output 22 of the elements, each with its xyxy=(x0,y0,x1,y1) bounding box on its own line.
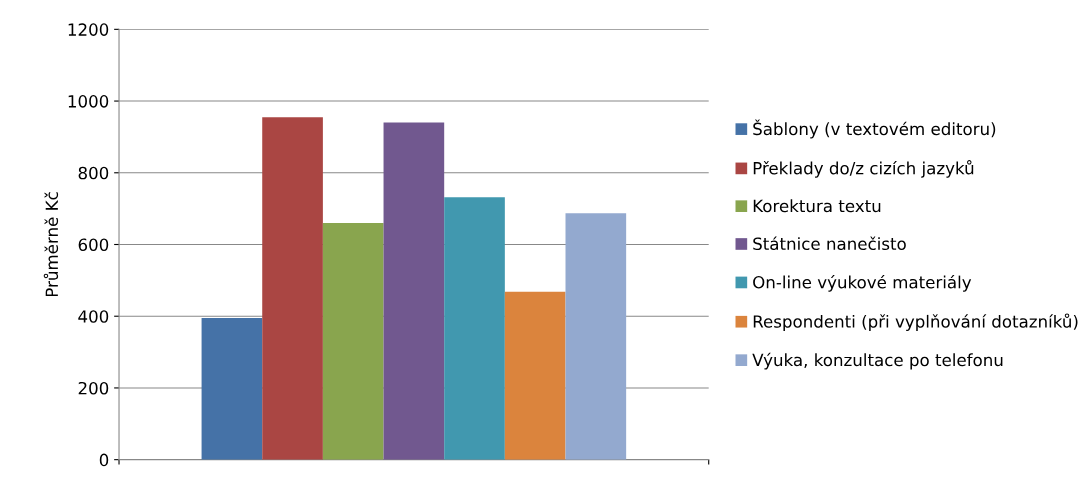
y-tick-label: 400 xyxy=(78,310,109,323)
legend-label: Korektura textu xyxy=(753,199,881,213)
bar xyxy=(201,318,263,460)
legend-label: Státnice nanečisto xyxy=(753,236,906,251)
bar xyxy=(262,117,323,460)
bar xyxy=(383,122,445,460)
y-axis-title: Průměrně Kč xyxy=(43,192,59,297)
y-tick-label: 0 xyxy=(99,453,109,467)
legend-label: Výuka, konzultace po telefonu xyxy=(752,352,1003,370)
y-tick-label: 1000 xyxy=(68,95,109,108)
bar xyxy=(504,291,566,460)
y-tick-label: 600 xyxy=(78,238,109,252)
y-tick-label: 1200 xyxy=(68,23,109,36)
legend-label: Překlady do/z cizích jazyků xyxy=(753,160,974,178)
legend-label: Šablony (v textovém editoru) xyxy=(753,119,996,139)
legend-label: On-line výukové materiály xyxy=(753,274,972,292)
bar xyxy=(444,197,505,460)
bar xyxy=(565,213,627,460)
y-tick-label: 200 xyxy=(78,381,109,395)
legend-label: Respondenti (při vyplňování dotazníků) xyxy=(753,313,1078,332)
bar xyxy=(322,222,384,460)
y-tick-label: 800 xyxy=(78,166,109,180)
